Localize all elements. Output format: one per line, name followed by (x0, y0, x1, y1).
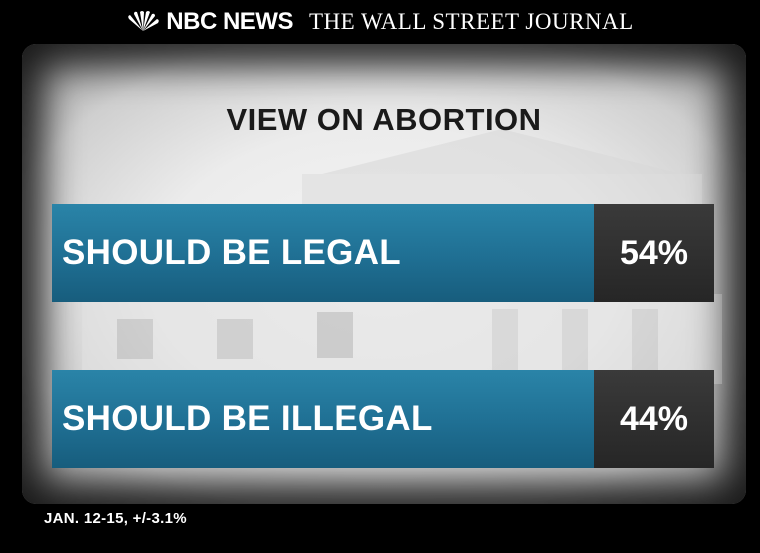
bar-label-area: SHOULD BE ILLEGAL (52, 370, 594, 468)
header: NBC NEWS THE WALL STREET JOURNAL (0, 0, 760, 44)
bar-category-label: SHOULD BE LEGAL (62, 233, 401, 272)
bar-category-label: SHOULD BE ILLEGAL (62, 399, 433, 438)
bar-value-area: 54% (594, 204, 714, 302)
nbc-news-text: NBC NEWS (166, 8, 293, 35)
bar-label-area: SHOULD BE LEGAL (52, 204, 594, 302)
bar-0: SHOULD BE LEGAL 54% (52, 204, 714, 302)
nbc-news-logo: NBC NEWS (126, 8, 293, 36)
footnote: JAN. 12-15, +/-3.1% (44, 510, 187, 527)
peacock-icon (128, 11, 160, 31)
bar-value-label: 44% (619, 399, 689, 438)
chart-panel: VIEW ON ABORTION SHOULD BE LEGAL 54% SHOUL… (22, 44, 746, 504)
bar-value-area: 44% (594, 370, 714, 468)
chart-title: VIEW ON ABORTION (226, 102, 542, 137)
bar-value-label: 54% (619, 233, 689, 272)
wsj-logo: THE WALL STREET JOURNAL (308, 9, 634, 34)
bar-1: SHOULD BE ILLEGAL 44% (52, 370, 714, 468)
